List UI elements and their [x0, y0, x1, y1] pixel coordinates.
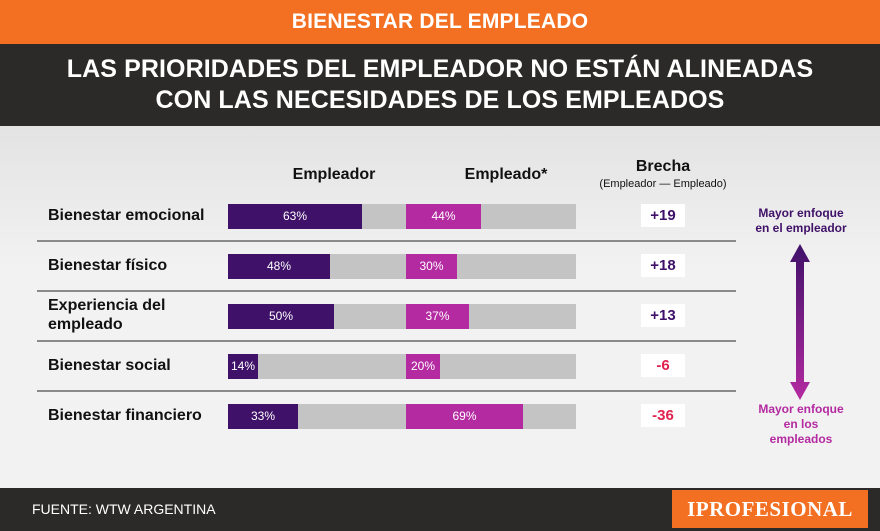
brand-logo: IPROFESIONAL [672, 490, 868, 528]
employer-bar-track: 33% [228, 404, 440, 429]
row-label-line: empleado [48, 316, 123, 333]
chart-title-line-1: LAS PRIORIDADES DEL EMPLEADOR NO ESTÁN A… [66, 55, 814, 83]
employee-bar-value-label: 44% [431, 209, 456, 223]
employer-bar [228, 404, 298, 429]
employer-bar [228, 254, 330, 279]
title-band: LAS PRIORIDADES DEL EMPLEADOR NO ESTÁN A… [0, 44, 880, 126]
row-label: Bienestar físico [48, 256, 167, 275]
section-title: BIENESTAR DEL EMPLEADO [291, 10, 589, 33]
employee-bar-track: 37% [406, 304, 576, 329]
chart-area: Empleador Empleado* Brecha (Empleador — … [0, 126, 880, 488]
employee-bar [406, 304, 469, 329]
source-note: FUENTE: WTW ARGENTINA [32, 501, 216, 517]
employee-bar [406, 204, 481, 229]
employee-focus-note: Mayor enfoque en los empleados [740, 402, 862, 447]
employee-bar-value-label: 37% [425, 309, 450, 323]
row-separator [37, 290, 736, 292]
gap-value: -36 [641, 404, 685, 427]
gap-value: +18 [641, 254, 685, 277]
employer-bar-value-label: 63% [282, 209, 308, 223]
employer-bar-value-label: 50% [268, 309, 294, 323]
employee-bar-track: 30% [406, 254, 576, 279]
employee-focus-line-2: en los [783, 417, 819, 431]
employer-bar-value-label: 48% [266, 259, 292, 273]
employee-bar-track: 69% [406, 404, 576, 429]
row-label: Experiencia del empleado [48, 296, 165, 334]
employer-bar [228, 204, 362, 229]
row-label-line: Bienestar social [48, 356, 171, 374]
chart-title-line-2: CON LAS NECESIDADES DE LOS EMPLEADOS [155, 86, 725, 114]
row-label-line: Experiencia del [48, 297, 166, 314]
row-separator [37, 390, 736, 392]
employer-focus-line-2: en el empleador [755, 221, 847, 235]
row-label: Bienestar emocional [48, 206, 205, 225]
employer-bar-value-label: 14% [230, 359, 256, 373]
gap-value: +13 [641, 304, 685, 327]
employee-column-header: Empleado* [464, 166, 548, 183]
row-separator [37, 340, 736, 342]
employee-focus-line-3: empleados [769, 432, 833, 446]
employer-column-header: Empleador [292, 166, 376, 183]
row-label-line: Bienestar emocional [48, 206, 205, 224]
employee-bar-value-label: 69% [452, 409, 477, 423]
employer-bar-track: 63% [228, 204, 440, 229]
employee-bar-value-label: 20% [410, 359, 436, 373]
row-label-line: Bienestar físico [48, 256, 168, 274]
employer-focus-line-1: Mayor enfoque [758, 206, 844, 220]
employer-bar-track: 50% [228, 304, 440, 329]
section-banner: BIENESTAR DEL EMPLEADO [0, 0, 880, 44]
employer-bar-track: 48% [228, 254, 440, 279]
employee-bar [406, 354, 440, 379]
row-label: Bienestar social [48, 356, 171, 375]
employer-bar [228, 304, 334, 329]
row-separator [37, 240, 736, 242]
employer-bar-track: 14% [228, 354, 440, 379]
gap-value: -6 [641, 354, 685, 377]
gap-value: +19 [641, 204, 685, 227]
gap-column-subheader: (Empleador — Empleado) [599, 178, 727, 190]
employee-bar-value-label: 30% [419, 259, 444, 273]
employee-focus-line-1: Mayor enfoque [758, 402, 844, 416]
employer-focus-note: Mayor enfoque en el empleador [740, 206, 862, 236]
employee-bar [406, 254, 457, 279]
employee-bar [406, 404, 523, 429]
row-label-line: Bienestar financiero [48, 406, 202, 424]
gap-column-header: Brecha [635, 158, 691, 175]
employer-bar [228, 354, 258, 379]
employee-bar-track: 20% [406, 354, 576, 379]
double-arrow-icon [790, 244, 810, 400]
row-label: Bienestar financiero [48, 406, 202, 425]
employer-bar-value-label: 33% [250, 409, 276, 423]
employee-bar-track: 44% [406, 204, 576, 229]
